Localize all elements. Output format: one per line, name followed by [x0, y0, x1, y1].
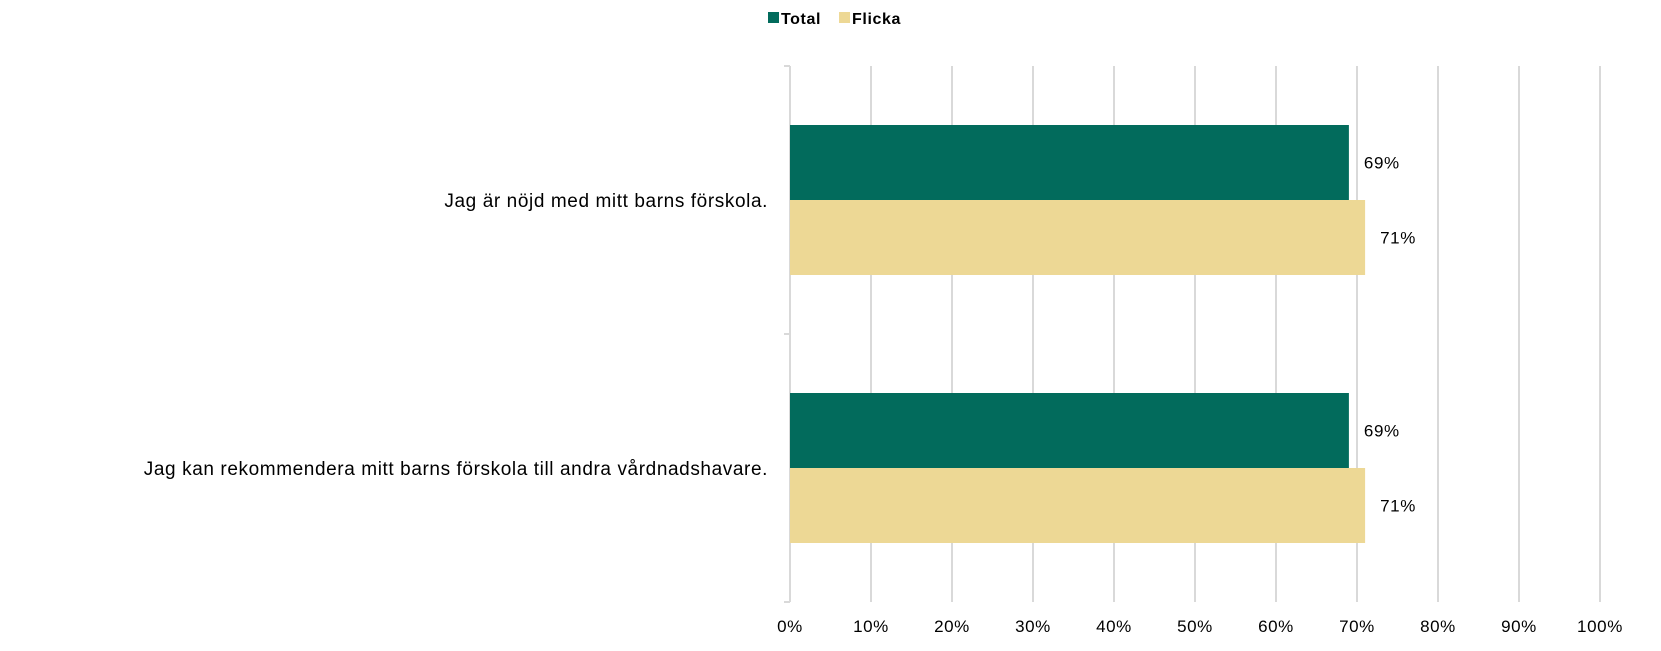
bar-total — [790, 125, 1349, 200]
bar-flicka — [790, 468, 1366, 543]
x-tick-label: 100% — [1577, 617, 1623, 636]
legend-label: Total — [781, 11, 821, 28]
legend-swatch-flicka — [839, 12, 851, 23]
tick-labels: 0% 10% 20% 30% 40% 50% 60% 70% 80% 90% 100% — [777, 617, 1623, 636]
category-labels: Jag är nöjd med mitt barns förskola. Jag … — [144, 191, 768, 480]
data-label: 71% — [1380, 497, 1416, 516]
x-tick-label: 80% — [1420, 617, 1456, 636]
x-tick-label: 0% — [777, 617, 803, 636]
legend-label: Flicka — [852, 11, 901, 28]
category-axis — [784, 65, 791, 603]
x-tick-label: 90% — [1501, 617, 1537, 636]
x-tick-label: 60% — [1258, 617, 1294, 636]
x-tick-label: 50% — [1177, 617, 1213, 636]
category-label: Jag är nöjd med mitt barns förskola. — [444, 191, 768, 212]
category-label: Jag kan rekommendera mitt barns förskola… — [144, 459, 768, 480]
x-tick-label: 40% — [1096, 617, 1132, 636]
x-tick-label: 10% — [853, 617, 889, 636]
bars — [790, 125, 1366, 543]
bar-flicka — [790, 200, 1366, 275]
data-label: 69% — [1364, 154, 1400, 173]
data-label: 69% — [1364, 422, 1400, 441]
data-labels: 69% 71% 69% 71% — [1364, 154, 1416, 516]
x-tick-label: 20% — [934, 617, 970, 636]
legend: Total Flicka — [768, 11, 901, 28]
x-tick-label: 30% — [1015, 617, 1051, 636]
legend-swatch-total — [768, 12, 779, 23]
x-tick-label: 70% — [1339, 617, 1375, 636]
bar-total — [790, 393, 1349, 468]
data-label: 71% — [1380, 229, 1416, 248]
